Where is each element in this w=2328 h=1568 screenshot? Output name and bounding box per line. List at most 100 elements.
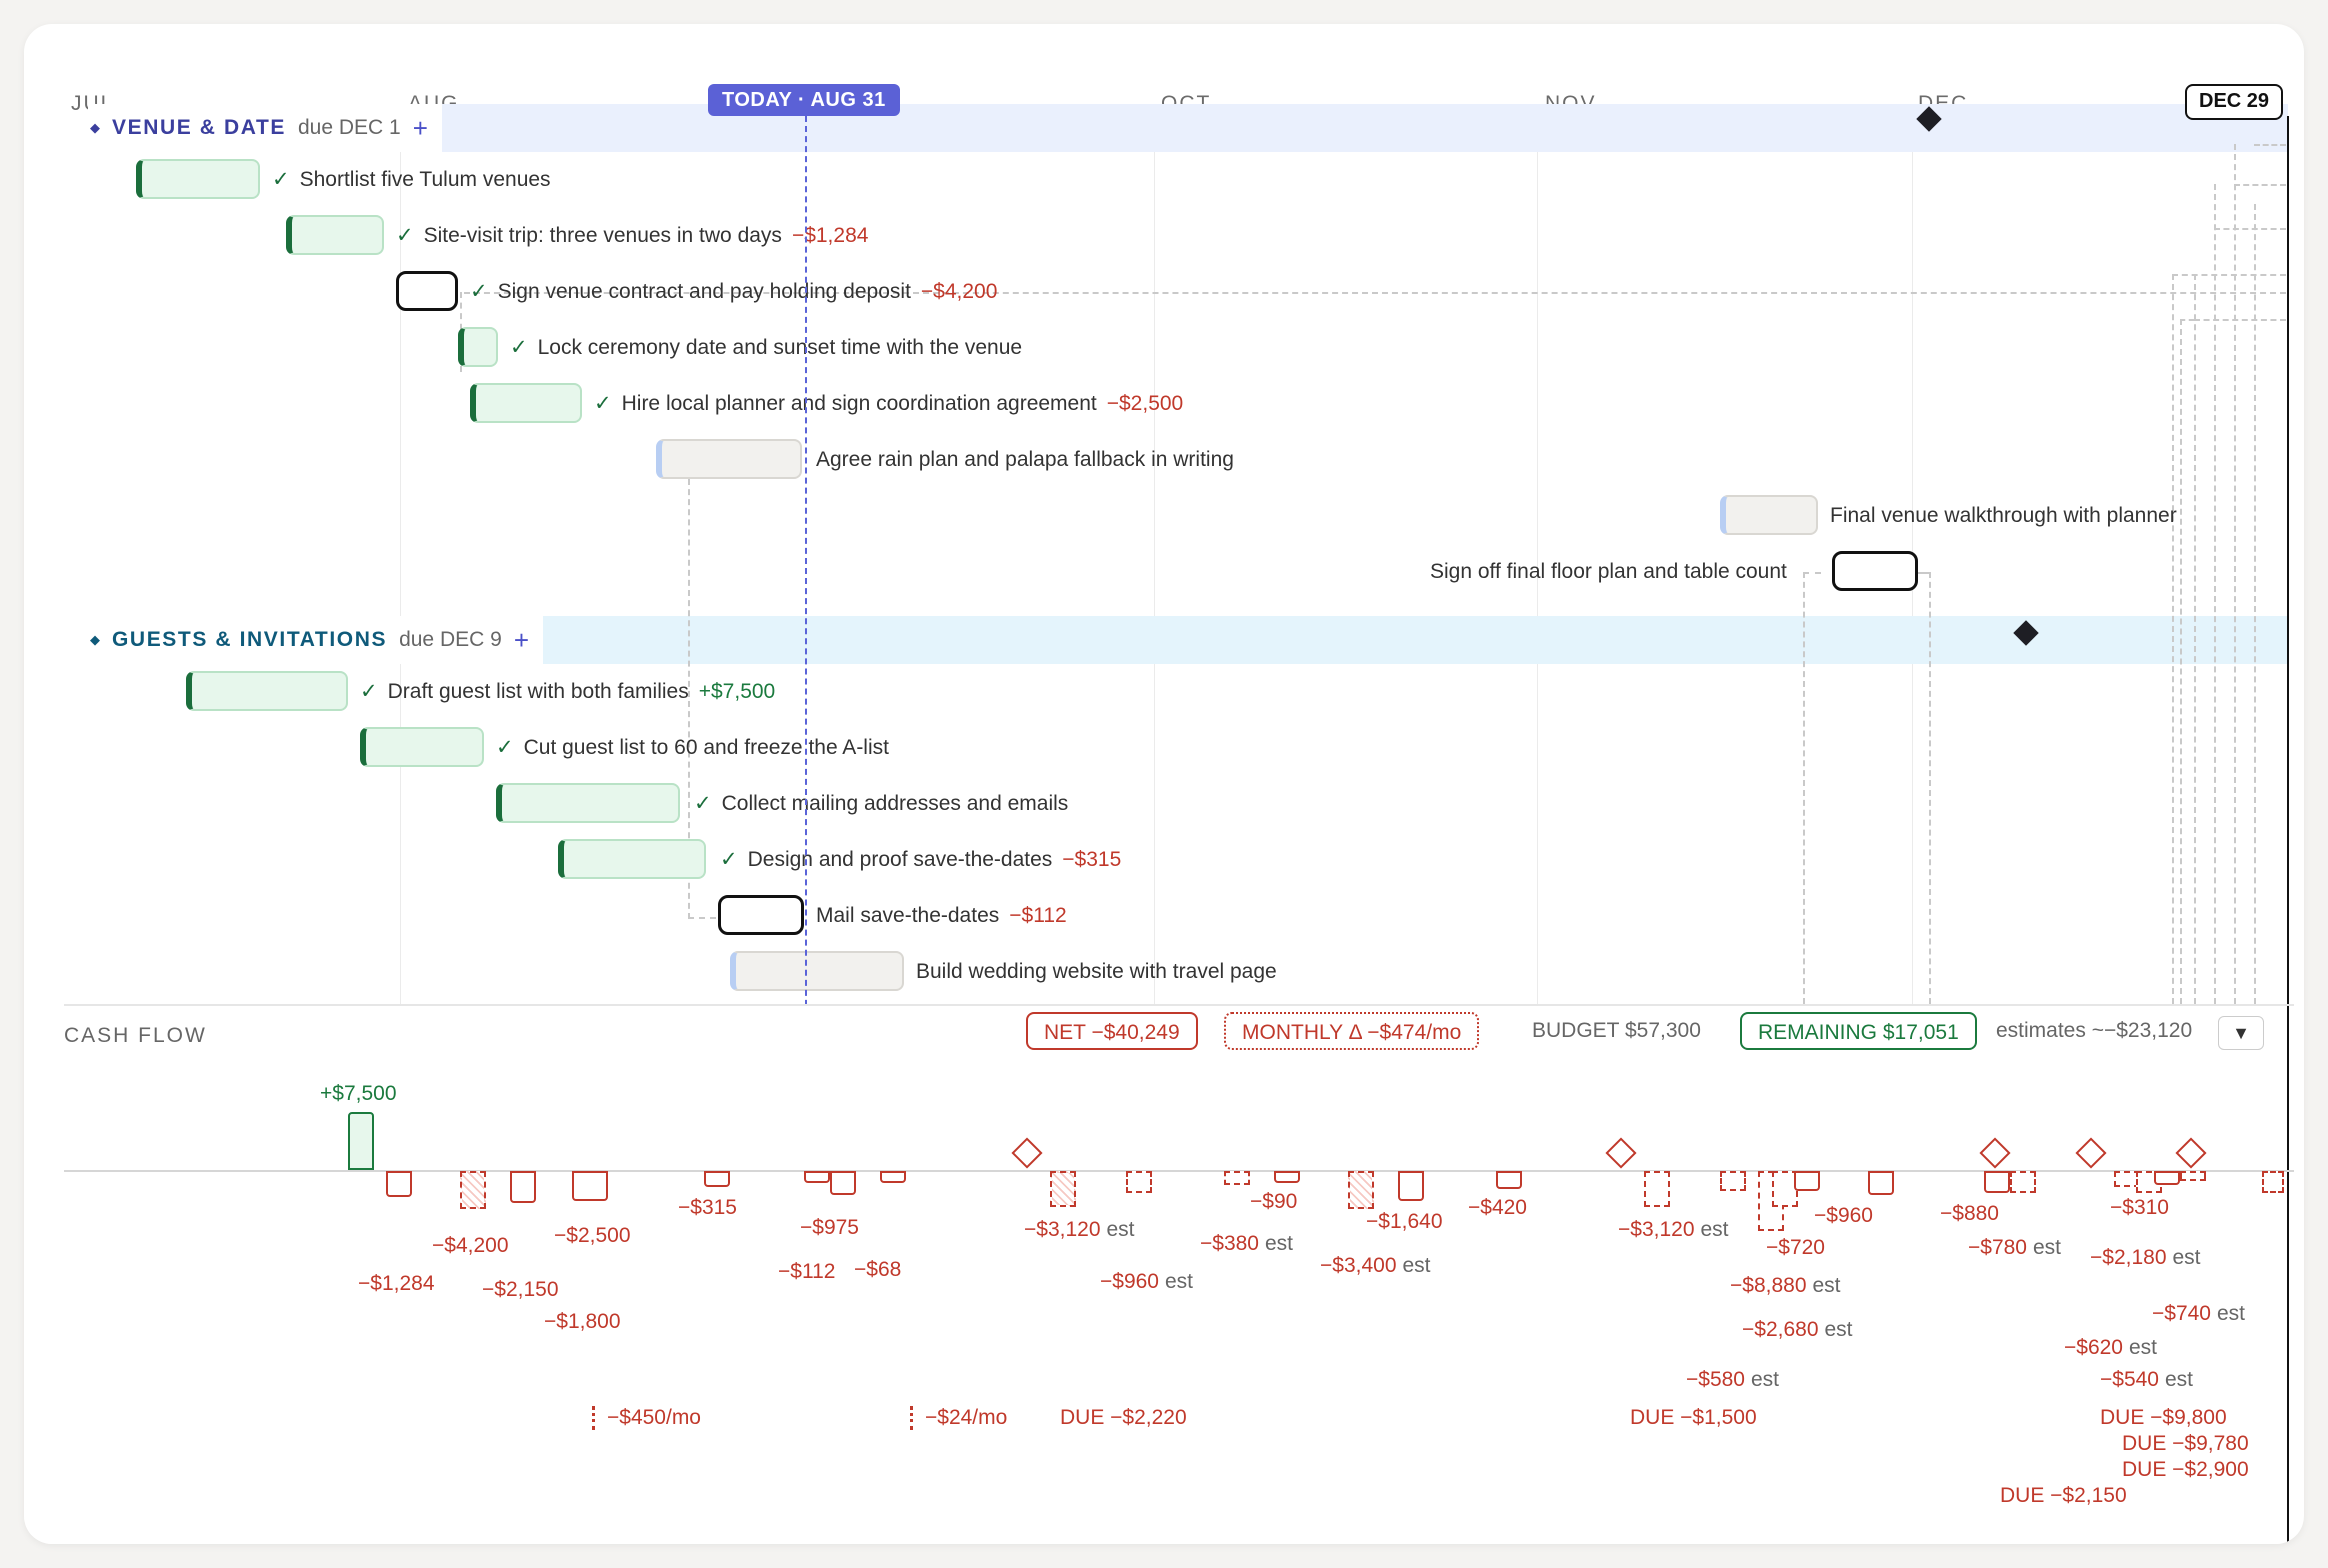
cashflow-bar[interactable]: [2180, 1171, 2206, 1181]
due-label: DUE −$2,220: [1060, 1406, 1187, 1429]
task-row[interactable]: Mail save-the-dates −$112: [816, 904, 1067, 928]
task-bar[interactable]: [360, 727, 484, 767]
group-header: ◆ VENUE & DATE due DEC 1 +: [88, 104, 442, 152]
task-label: Draft guest list with both families: [387, 680, 689, 703]
cashflow-bar[interactable]: [1720, 1171, 1746, 1191]
cashflow-label: −$420: [1468, 1196, 1527, 1219]
task-row[interactable]: ✓ Draft guest list with both families +$7,…: [360, 680, 775, 704]
task-bar[interactable]: [396, 271, 458, 311]
cashflow-bar[interactable]: [348, 1112, 374, 1170]
cashflow-bar[interactable]: [1496, 1171, 1522, 1189]
recurring-monthly: −$24/mo: [910, 1406, 1007, 1431]
task-row[interactable]: Sign off final floor plan and table coun…: [1430, 560, 1787, 584]
cashflow-label: −$310: [2110, 1196, 2169, 1219]
task-bar[interactable]: [496, 783, 680, 823]
cashflow-bar[interactable]: [1126, 1171, 1152, 1193]
cashflow-bar[interactable]: [1398, 1171, 1424, 1201]
task-label: Agree rain plan and palapa fallback in w…: [816, 448, 1234, 471]
cashflow-bar[interactable]: [2262, 1171, 2284, 1193]
task-row[interactable]: ✓ Design and proof save-the-dates −$315: [720, 848, 1121, 872]
cashflow-bar[interactable]: [804, 1171, 830, 1183]
due-label: DUE −$9,800: [2100, 1406, 2227, 1429]
today-marker[interactable]: TODAY · AUG 31: [708, 84, 900, 116]
cashflow-bar[interactable]: [1868, 1171, 1894, 1195]
monthly-delta-chip[interactable]: MONTHLY Δ −$474/mo: [1224, 1012, 1480, 1050]
cashflow-label: −$960: [1814, 1204, 1873, 1227]
amount-value: −$540: [2100, 1368, 2159, 1391]
cashflow-bar[interactable]: [1794, 1171, 1820, 1191]
group-guests-invitations[interactable]: ◆ GUESTS & INVITATIONS due DEC 9 +: [88, 616, 2288, 664]
task-row[interactable]: ✓ Sign venue contract and pay holding dep…: [470, 280, 997, 304]
task-amount: −$315: [1062, 848, 1122, 871]
estimate-tag: est: [2172, 1246, 2201, 1269]
cashflow-bar[interactable]: [1984, 1171, 2010, 1193]
task-bar[interactable]: [558, 839, 706, 879]
task-bar[interactable]: [718, 895, 804, 935]
cashflow-divider: [64, 1004, 2294, 1006]
cashflow-bar[interactable]: [460, 1171, 486, 1209]
task-bar[interactable]: [656, 439, 802, 479]
cashflow-panel: [24, 1006, 2286, 1544]
group-venue-date[interactable]: ◆ VENUE & DATE due DEC 1 +: [88, 104, 2288, 152]
cashflow-bar[interactable]: [830, 1171, 856, 1195]
cashflow-bar[interactable]: [2154, 1171, 2180, 1185]
task-label: Site-visit trip: three venues in two day…: [423, 224, 782, 247]
dependency-line: [688, 917, 716, 919]
recurring-tick-icon: [910, 1406, 913, 1431]
cashflow-bar[interactable]: [880, 1171, 906, 1183]
cashflow-bar[interactable]: [1348, 1171, 1374, 1209]
dependency-line: [2234, 184, 2286, 186]
task-label: Final venue walkthrough with planner: [1830, 504, 2177, 527]
cashflow-label: −$1,800: [544, 1310, 621, 1333]
cashflow-bar[interactable]: [1644, 1171, 1670, 1207]
cashflow-label: −$975: [800, 1216, 859, 1239]
add-task-icon[interactable]: +: [412, 113, 428, 143]
cashflow-bar[interactable]: [1224, 1171, 1250, 1185]
cashflow-bar[interactable]: [572, 1171, 608, 1201]
cashflow-bar[interactable]: [704, 1171, 730, 1187]
task-row[interactable]: Final venue walkthrough with planner: [1830, 504, 2177, 528]
amount-value: −$3,120: [1024, 1218, 1101, 1241]
task-bar[interactable]: [1720, 495, 1818, 535]
end-date-marker[interactable]: DEC 29: [2185, 84, 2284, 120]
cashflow-bar[interactable]: [510, 1171, 536, 1203]
cashflow-bar[interactable]: [1050, 1171, 1076, 1207]
amount-value: −$380: [1200, 1232, 1259, 1255]
task-bar[interactable]: [458, 327, 498, 367]
task-bar[interactable]: [730, 951, 904, 991]
dependency-line: [2214, 228, 2286, 230]
cashflow-label: −$4,200: [432, 1234, 509, 1257]
cashflow-axis: [64, 1170, 2294, 1172]
cashflow-bar[interactable]: [1274, 1171, 1300, 1183]
task-row[interactable]: ✓ Cut guest list to 60 and freeze the A-l…: [496, 736, 889, 760]
task-row[interactable]: Build wedding website with travel page: [916, 960, 1277, 984]
task-bar[interactable]: [470, 383, 582, 423]
task-label: Cut guest list to 60 and freeze the A-li…: [523, 736, 889, 759]
cashflow-bar[interactable]: [386, 1171, 412, 1197]
task-label: Shortlist five Tulum venues: [299, 168, 551, 191]
remaining-chip[interactable]: REMAINING $17,051: [1740, 1012, 1977, 1050]
task-row[interactable]: Agree rain plan and palapa fallback in w…: [816, 448, 1234, 472]
task-row[interactable]: ✓ Collect mailing addresses and emails: [694, 792, 1068, 816]
estimate-tag: est: [2128, 1336, 2157, 1359]
task-row[interactable]: ✓ Lock ceremony date and sunset time with…: [510, 336, 1022, 360]
due-label: DUE −$2,900: [2122, 1458, 2249, 1481]
group-header: ◆ GUESTS & INVITATIONS due DEC 9 +: [88, 616, 543, 664]
task-bar[interactable]: [136, 159, 260, 199]
amount-value: −$3,120: [1618, 1218, 1695, 1241]
amount-value: −$740: [2152, 1302, 2211, 1325]
amount-value: −$960: [1100, 1270, 1159, 1293]
task-row[interactable]: ✓ Shortlist five Tulum venues: [272, 168, 551, 192]
timeline-card: JUL AUG OCT NOV DEC ◆ VENUE & DATE due D…: [24, 24, 2304, 1544]
task-row[interactable]: ✓ Site-visit trip: three venues in two da…: [396, 224, 868, 248]
task-row[interactable]: ✓ Hire local planner and sign coordinatio…: [594, 392, 1183, 416]
task-bar[interactable]: [186, 671, 348, 711]
cashflow-bar[interactable]: [2010, 1171, 2036, 1193]
cashflow-dropdown-button[interactable]: ▼: [2218, 1016, 2264, 1050]
task-bar[interactable]: [1832, 551, 1918, 591]
add-task-icon[interactable]: +: [513, 625, 529, 655]
cashflow-label: −$3,120 est: [1024, 1218, 1135, 1242]
task-bar[interactable]: [286, 215, 384, 255]
net-chip[interactable]: NET −$40,249: [1026, 1012, 1198, 1050]
cashflow-label: −$780 est: [1968, 1236, 2061, 1260]
